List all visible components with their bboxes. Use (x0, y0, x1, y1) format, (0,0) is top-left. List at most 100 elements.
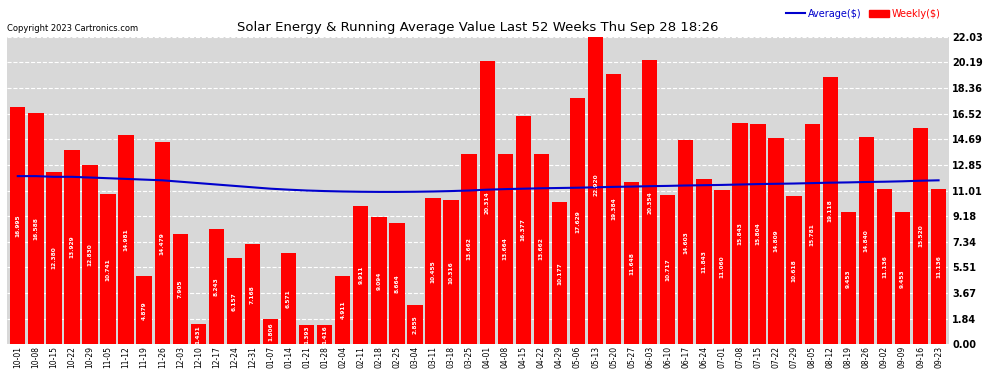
Bar (660, 195, 675, 344)
Text: 22.920: 22.920 (593, 173, 598, 196)
Text: 8.664: 8.664 (394, 274, 399, 293)
Text: 4.911: 4.911 (341, 301, 346, 320)
Bar (172, 234, 188, 344)
Bar (877, 189, 892, 344)
Text: 7.905: 7.905 (178, 280, 183, 298)
Bar (82, 165, 98, 344)
Text: 13.662: 13.662 (466, 238, 471, 261)
Text: 16.995: 16.995 (15, 214, 20, 237)
Text: 10.741: 10.741 (106, 258, 111, 281)
Bar (841, 212, 856, 344)
Text: 1.431: 1.431 (196, 325, 201, 344)
Bar (28, 113, 44, 344)
Bar (498, 154, 513, 344)
Bar (733, 123, 747, 344)
Bar (534, 154, 549, 344)
Bar (281, 253, 296, 344)
Bar (371, 217, 386, 344)
Text: 19.384: 19.384 (611, 198, 616, 220)
Bar (624, 182, 640, 344)
Bar (696, 179, 712, 344)
Text: 9.094: 9.094 (376, 272, 381, 290)
Text: 11.136: 11.136 (882, 255, 887, 278)
Bar (895, 212, 910, 344)
Text: 6.157: 6.157 (232, 292, 237, 311)
Bar (858, 137, 874, 344)
Text: 1.393: 1.393 (304, 326, 309, 344)
Legend: Average($), Weekly($): Average($), Weekly($) (782, 4, 944, 22)
Bar (913, 128, 929, 344)
Text: 1.416: 1.416 (322, 325, 328, 344)
Text: 14.479: 14.479 (159, 232, 164, 255)
Text: 11.843: 11.843 (701, 250, 706, 273)
Bar (299, 325, 315, 344)
Bar (606, 74, 622, 344)
Text: 12.380: 12.380 (51, 247, 56, 269)
Bar (137, 276, 151, 344)
Bar (191, 324, 206, 344)
Text: 9.453: 9.453 (845, 269, 850, 288)
Text: 14.809: 14.809 (773, 230, 778, 252)
Bar (426, 198, 441, 344)
Text: 8.243: 8.243 (214, 278, 219, 296)
Bar (263, 319, 278, 344)
Title: Solar Energy & Running Average Value Last 52 Weeks Thu Sep 28 18:26: Solar Energy & Running Average Value Las… (238, 21, 719, 34)
Text: 4.879: 4.879 (142, 301, 147, 320)
Bar (47, 171, 61, 344)
Text: 11.060: 11.060 (720, 256, 725, 279)
Bar (407, 304, 423, 344)
Text: 20.314: 20.314 (485, 191, 490, 214)
Text: 10.177: 10.177 (557, 262, 562, 285)
Text: 15.843: 15.843 (738, 222, 742, 245)
Bar (119, 135, 134, 344)
Text: 20.354: 20.354 (647, 191, 652, 214)
Bar (570, 98, 585, 344)
Bar (335, 276, 350, 344)
Text: 15.781: 15.781 (810, 223, 815, 246)
Text: 13.664: 13.664 (503, 237, 508, 260)
Bar (245, 244, 260, 344)
Text: 1.806: 1.806 (268, 322, 273, 341)
Text: 6.571: 6.571 (286, 289, 291, 308)
Bar (588, 24, 603, 344)
Bar (678, 141, 693, 344)
Bar (353, 206, 368, 344)
Text: 17.629: 17.629 (575, 210, 580, 232)
Bar (10, 107, 26, 344)
Text: 13.929: 13.929 (69, 236, 74, 258)
Bar (64, 150, 79, 344)
Bar (931, 189, 946, 344)
Text: 16.377: 16.377 (521, 219, 526, 242)
Text: 11.136: 11.136 (937, 255, 941, 278)
Text: 14.603: 14.603 (683, 231, 688, 254)
Bar (714, 190, 730, 344)
Text: 9.453: 9.453 (900, 269, 905, 288)
Bar (768, 138, 784, 344)
Text: Copyright 2023 Cartronics.com: Copyright 2023 Cartronics.com (7, 24, 138, 33)
Text: 10.316: 10.316 (448, 261, 453, 284)
Bar (750, 124, 765, 344)
Text: 10.717: 10.717 (665, 258, 670, 281)
Bar (479, 61, 495, 344)
Text: 14.840: 14.840 (864, 230, 869, 252)
Bar (209, 229, 224, 344)
Bar (551, 202, 567, 344)
Text: 19.118: 19.118 (828, 200, 833, 222)
Bar (461, 154, 477, 344)
Text: 11.648: 11.648 (629, 252, 635, 274)
Bar (100, 194, 116, 344)
Text: 2.855: 2.855 (413, 315, 418, 334)
Bar (643, 60, 657, 344)
Bar (389, 224, 405, 344)
Text: 7.168: 7.168 (250, 285, 255, 304)
Text: 15.804: 15.804 (755, 223, 760, 245)
Bar (823, 77, 838, 344)
Text: 15.520: 15.520 (918, 225, 923, 248)
Bar (786, 196, 802, 344)
Bar (444, 200, 458, 344)
Text: 14.981: 14.981 (124, 228, 129, 251)
Text: 13.662: 13.662 (539, 238, 544, 261)
Bar (317, 325, 333, 344)
Text: 9.911: 9.911 (358, 266, 363, 285)
Bar (227, 258, 243, 344)
